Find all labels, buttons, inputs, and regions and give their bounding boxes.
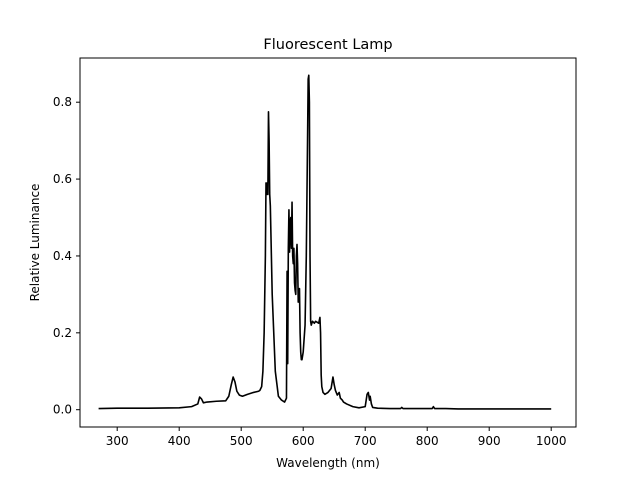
y-tick-label: 0.2 bbox=[53, 326, 72, 340]
y-axis-ticks: 0.0 0.2 0.4 0.6 0.8 bbox=[53, 95, 80, 417]
y-tick-label: 0.8 bbox=[53, 95, 72, 109]
x-tick-label: 500 bbox=[230, 434, 253, 448]
y-tick-label: 0.4 bbox=[53, 249, 72, 263]
x-tick-label: 400 bbox=[168, 434, 191, 448]
plot-area bbox=[79, 57, 577, 428]
chart-title: Fluorescent Lamp bbox=[263, 37, 392, 53]
y-axis-label: Relative Luminance bbox=[28, 184, 42, 302]
x-tick-label: 300 bbox=[106, 434, 129, 448]
y-tick-label: 0.0 bbox=[53, 403, 72, 417]
x-tick-label: 900 bbox=[478, 434, 501, 448]
x-axis-ticks: 300 400 500 600 700 800 900 1000 bbox=[106, 427, 567, 448]
x-tick-label: 600 bbox=[292, 434, 315, 448]
x-tick-label: 800 bbox=[416, 434, 439, 448]
axes-frame bbox=[79, 57, 577, 428]
x-tick-label: 1000 bbox=[536, 434, 567, 448]
x-axis-label: Wavelength (nm) bbox=[276, 456, 380, 470]
y-tick-label: 0.6 bbox=[53, 172, 72, 186]
series-line bbox=[98, 74, 552, 410]
x-tick-label: 700 bbox=[354, 434, 377, 448]
